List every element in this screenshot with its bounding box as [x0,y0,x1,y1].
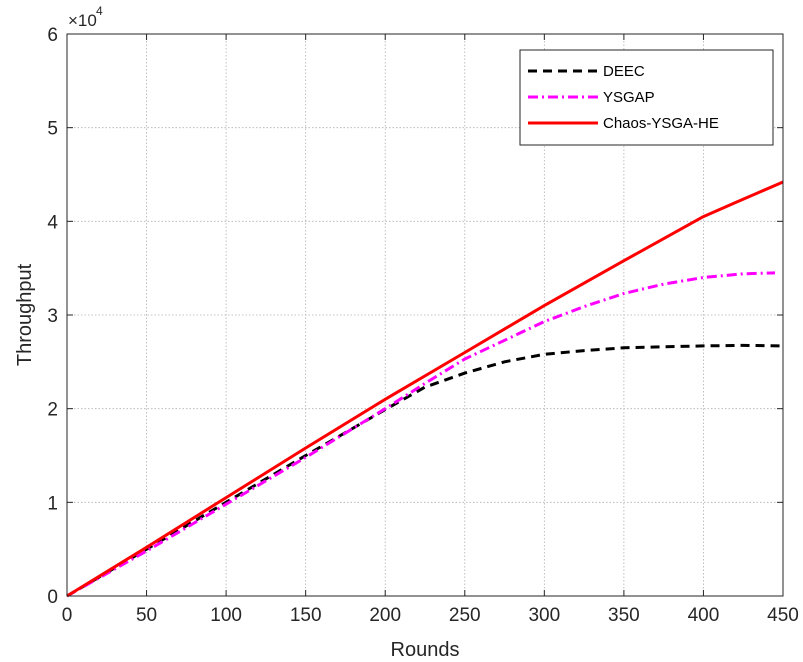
x-tick-label: 100 [210,605,242,626]
y-tick-label: 0 [47,587,58,608]
y-tick-label: 6 [47,25,58,46]
legend-label-deec: DEEC [603,63,645,80]
x-tick-label: 50 [136,605,157,626]
x-axis-label: Rounds [391,639,460,661]
x-tick-label: 150 [290,605,322,626]
x-tick-label: 350 [608,605,640,626]
series-line-chaos-ysga-he [66,180,784,598]
series-line-ysgap [66,271,776,598]
y-tick-label: 3 [47,306,58,327]
y-axis-label: Throughput [14,263,36,366]
x-tick-labels: 0 50 100 150 200 250 300 350 400 450 [62,605,799,626]
x-tick-label: 250 [449,605,481,626]
x-tick-label: 450 [767,605,799,626]
y-tick-label: 1 [47,493,58,514]
x-tick-label: 300 [528,605,560,626]
y-tick-labels: 0 1 2 3 4 5 6 [47,25,58,608]
y-tick-label: 5 [47,119,58,140]
y-tick-label: 2 [47,400,58,421]
legend-entries: DEEC YSGAP Chaos-YSGA-HE [528,63,719,132]
legend-label-chaos-ysga-he: Chaos-YSGA-HE [603,115,719,132]
x-tick-label: 200 [369,605,401,626]
x-tick-label: 0 [62,605,73,626]
y-multiplier-base: ×10 [68,11,97,30]
series-line-deec [66,343,784,598]
legend: DEEC YSGAP Chaos-YSGA-HE [519,49,774,146]
grid [67,34,783,596]
legend-label-ysgap: YSGAP [603,89,655,106]
series-lines [66,180,784,598]
x-tick-label: 400 [688,605,720,626]
y-multiplier-exponent: 4 [96,4,103,18]
tick-marks [66,33,784,597]
y-tick-label: 4 [47,212,58,233]
